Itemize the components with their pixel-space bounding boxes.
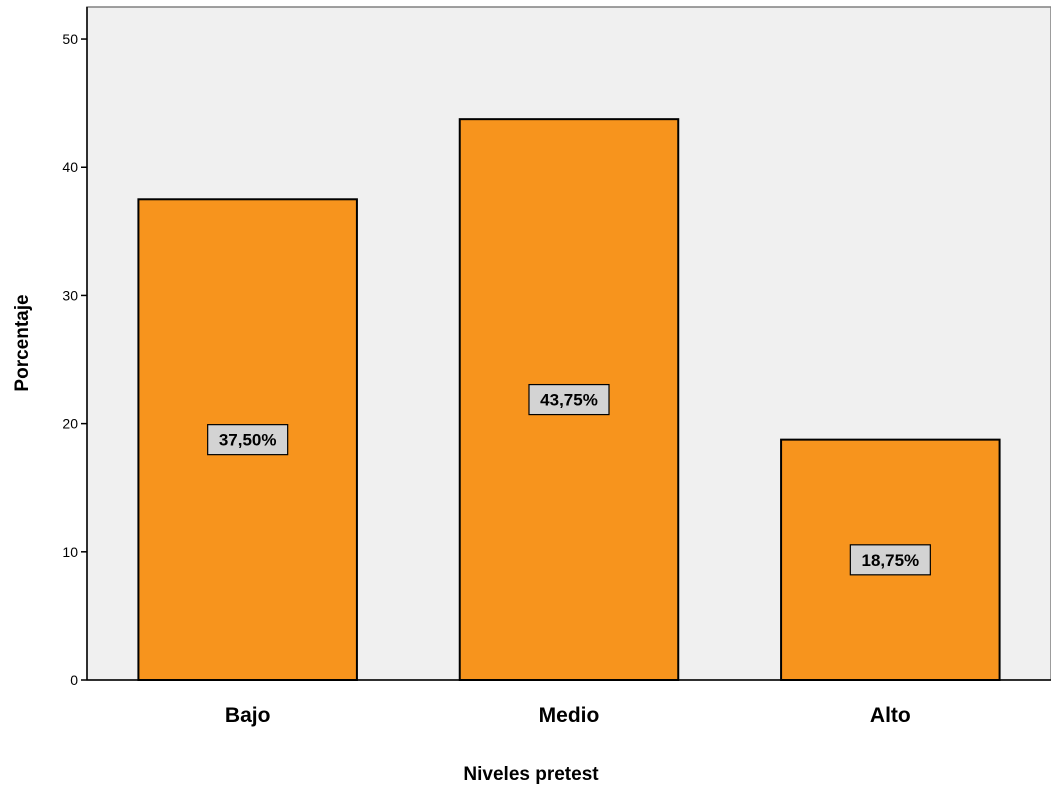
x-axis-title: Niveles pretest (463, 764, 599, 785)
data-label: 37,50% (219, 431, 277, 450)
y-tick-label: 10 (62, 544, 78, 560)
data-label: 18,75% (861, 551, 919, 570)
x-category-label: Alto (870, 704, 911, 727)
y-tick-label: 40 (62, 159, 78, 175)
data-label-box (207, 424, 289, 456)
data-label-box (528, 383, 610, 416)
y-tick-label: 20 (62, 416, 78, 432)
data-label-box (849, 544, 931, 576)
data-label: 43,75% (540, 391, 598, 410)
x-category-label: Bajo (225, 704, 271, 727)
y-tick-label: 0 (70, 672, 78, 688)
y-axis-title: Porcentaje (12, 294, 33, 391)
y-tick-label: 50 (62, 31, 78, 47)
x-category-label: Medio (539, 704, 600, 727)
y-tick-label: 30 (62, 287, 78, 303)
